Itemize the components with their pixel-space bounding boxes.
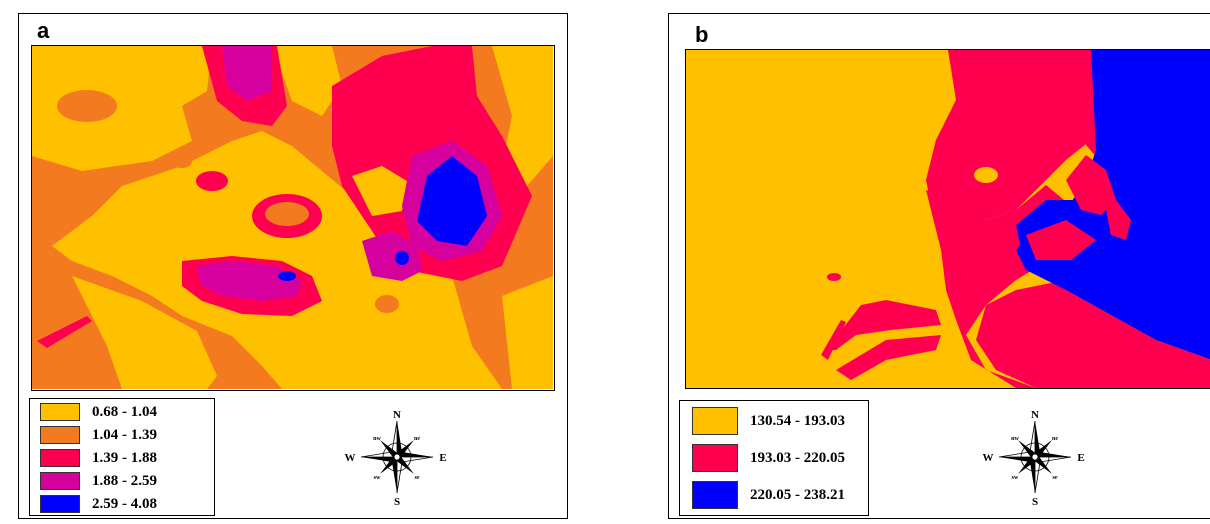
map-a-zone-yellow-top — [272, 46, 342, 116]
legend-b: 130.54 - 193.03 193.03 - 220.05 220.05 -… — [679, 400, 869, 516]
legend-a-row: 2.59 - 4.08 — [40, 495, 157, 513]
map-b-zone-red-streak3 — [821, 320, 846, 360]
map-a-zone-yellow-lowerleft — [72, 276, 217, 389]
map-a-zone-blue-mid — [395, 251, 409, 265]
map-b-zone-red-island1 — [1066, 155, 1116, 215]
legend-b-label: 220.05 - 238.21 — [750, 486, 845, 503]
map-a-zone-magenta-lower — [197, 261, 302, 301]
compass-b-ne: ne — [1052, 436, 1058, 442]
map-a-zone-orange-blob — [57, 90, 117, 122]
panel-a-letter: a — [37, 18, 50, 43]
panel-a: a — [18, 13, 568, 519]
compass-b-nw: nw — [1011, 436, 1019, 442]
map-b-zone-red-island3 — [1106, 200, 1131, 240]
legend-a-swatch — [40, 449, 80, 467]
compass-a-west: W — [345, 452, 356, 464]
panel-b: b 130.54 - 193.03 — [668, 13, 1210, 519]
map-a-raster — [32, 46, 553, 389]
legend-a-row: 1.88 - 2.59 — [40, 472, 157, 490]
compass-a-ne: ne — [414, 436, 420, 442]
map-a — [31, 45, 555, 391]
compass-b-north: N — [1031, 409, 1039, 421]
map-a-zone-blue-lower — [278, 271, 296, 281]
map-a-zone-orange-blob2 — [172, 154, 192, 168]
map-b-zone-red-streak2 — [836, 335, 941, 380]
legend-a: 0.68 - 1.04 1.04 - 1.39 1.39 - 1.88 1.88… — [29, 398, 215, 516]
map-a-zone-red-streak — [37, 316, 92, 348]
legend-a-label: 2.59 - 4.08 — [92, 495, 157, 512]
legend-b-label: 130.54 - 193.03 — [750, 412, 845, 429]
legend-a-row: 1.39 - 1.88 — [40, 449, 157, 467]
compass-a-nw: nw — [373, 436, 381, 442]
legend-b-label: 193.03 - 220.05 — [750, 449, 845, 466]
compass-rose-b: N S E W ne nw se sw — [983, 409, 1085, 508]
map-a-zone-magenta-mid — [362, 231, 422, 281]
map-a-zone-yellow-inset — [352, 166, 407, 216]
compass-rose-a: N S E W ne nw se sw — [345, 409, 447, 508]
legend-a-label: 1.39 - 1.88 — [92, 449, 157, 466]
map-a-zone-orange-lower — [375, 295, 399, 313]
compass-a-se: se — [415, 475, 420, 481]
compass-b-east: E — [1077, 452, 1084, 464]
compass-b-sw: sw — [1012, 475, 1019, 481]
map-b-zone-red-east — [948, 50, 1210, 388]
map-b-zone-red-streak1 — [826, 300, 941, 350]
map-a-zone-blue-right — [417, 156, 487, 246]
map-a-zone-orange-central — [265, 202, 309, 226]
compass-b-west: W — [983, 452, 994, 464]
compass-a-south: S — [394, 496, 400, 508]
legend-a-row: 0.68 - 1.04 — [40, 403, 157, 421]
legend-a-label: 1.04 - 1.39 — [92, 426, 157, 443]
map-b-zone-red-dot — [827, 273, 841, 281]
legend-b-swatch — [692, 444, 738, 472]
compass-a-east: E — [439, 452, 446, 464]
legend-b-swatch — [692, 407, 738, 435]
legend-a-label: 0.68 - 1.04 — [92, 403, 157, 420]
legend-b-swatch — [692, 481, 738, 509]
legend-a-swatch — [40, 495, 80, 513]
compass-b-se: se — [1053, 475, 1058, 481]
legend-b-row: 130.54 - 193.03 — [692, 407, 845, 435]
compass-a-north: N — [393, 409, 401, 421]
legend-a-row: 1.04 - 1.39 — [40, 426, 157, 444]
map-b-raster — [686, 50, 1210, 388]
map-b — [685, 49, 1210, 389]
map-a-zone-yellow-topleft — [32, 46, 212, 171]
compass-b-south: S — [1032, 496, 1038, 508]
map-a-zone-magenta-top — [222, 46, 272, 101]
panel-b-letter: b — [695, 22, 709, 47]
legend-b-row: 220.05 - 238.21 — [692, 481, 845, 509]
map-b-zone-yellow-patch — [974, 167, 998, 183]
map-a-zone-yellow-lowerright — [502, 276, 553, 389]
map-a-zone-red-blob1 — [196, 171, 228, 191]
legend-a-label: 1.88 - 2.59 — [92, 472, 157, 489]
legend-a-swatch — [40, 472, 80, 490]
legend-a-swatch — [40, 426, 80, 444]
legend-a-swatch — [40, 403, 80, 421]
map-b-zone-red-island2 — [1026, 220, 1096, 260]
compass-a-sw: sw — [374, 475, 381, 481]
legend-b-row: 193.03 - 220.05 — [692, 444, 845, 472]
